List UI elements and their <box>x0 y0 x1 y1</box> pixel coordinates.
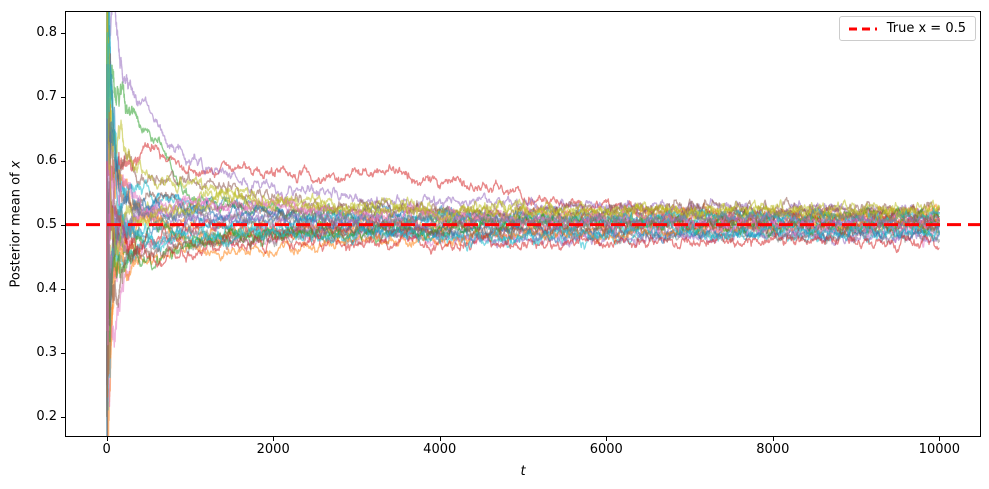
legend-dashed-line-icon <box>848 27 877 30</box>
y-tick-label: 0.3 <box>36 344 57 360</box>
x-tick-label: 0 <box>102 442 111 457</box>
y-tick-label: 0.2 <box>36 408 57 424</box>
y-axis-label-text: Posterior mean of <box>8 168 24 288</box>
x-tick-label: 6000 <box>589 442 623 457</box>
x-axis-label: t <box>520 464 525 479</box>
x-tick-label: 4000 <box>423 442 457 457</box>
legend-label: True x = 0.5 <box>886 21 966 36</box>
y-tick-label: 0.7 <box>36 88 57 104</box>
y-tick-label: 0.4 <box>36 280 57 296</box>
y-tick-label: 0.5 <box>36 216 57 232</box>
y-tick-label: 0.6 <box>36 152 57 168</box>
y-axis-label-var: x <box>8 160 24 169</box>
x-tick-label: 8000 <box>756 442 790 457</box>
x-tick-label: 2000 <box>256 442 290 457</box>
x-tick-label: 10000 <box>918 442 961 457</box>
y-axis-label: Posterior mean of x <box>9 161 24 288</box>
y-tick-label: 0.8 <box>36 24 57 40</box>
x-axis-label-text: t <box>520 464 526 479</box>
legend: True x = 0.5 <box>838 16 976 41</box>
